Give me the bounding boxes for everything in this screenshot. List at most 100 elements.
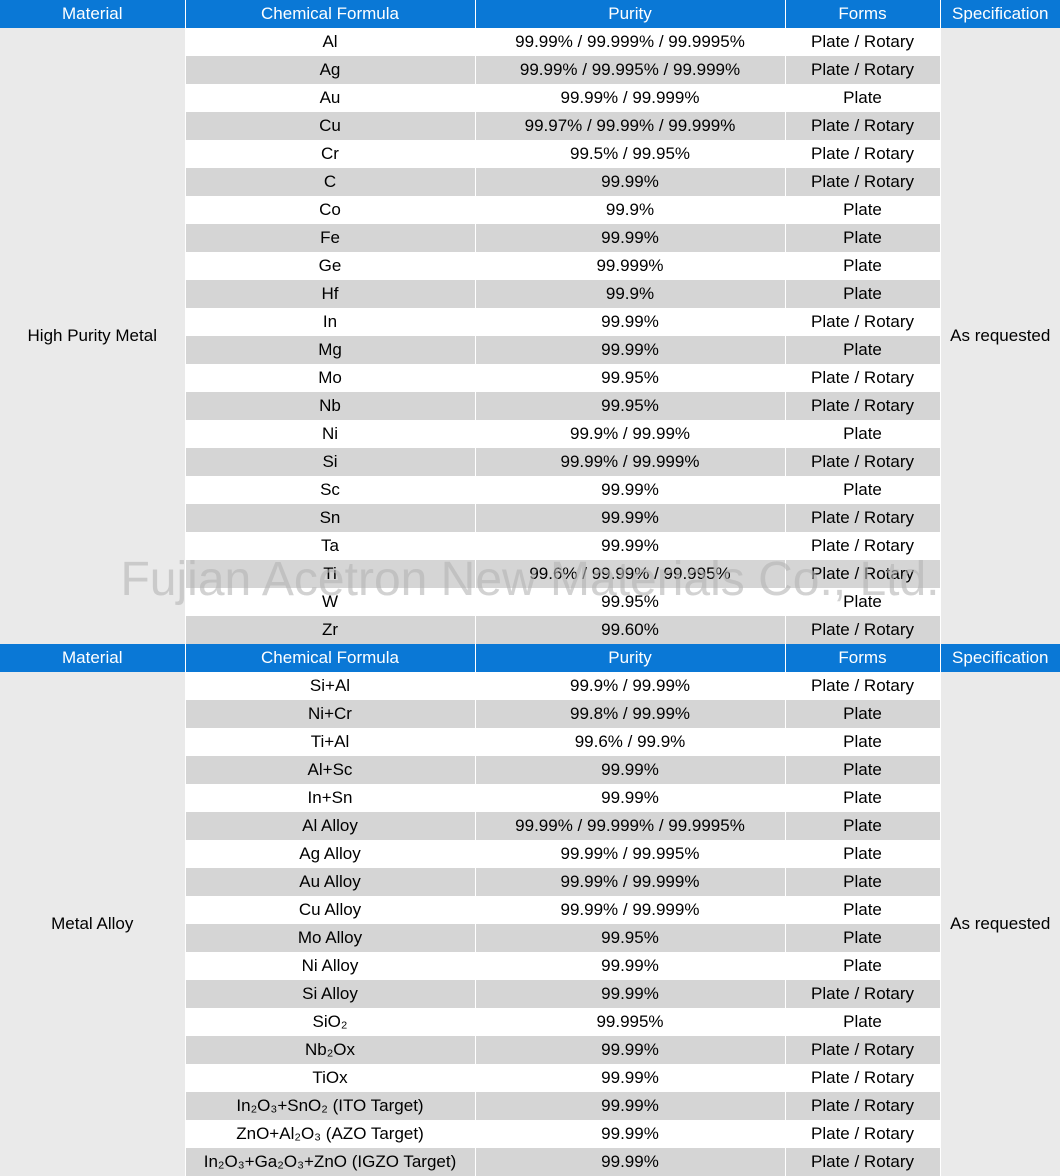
- purity-cell: 99.99%: [475, 224, 785, 252]
- formula-cell: Mo Alloy: [185, 924, 475, 952]
- forms-cell: Plate: [785, 280, 940, 308]
- formula-cell: Si: [185, 448, 475, 476]
- purity-cell: 99.9%: [475, 196, 785, 224]
- forms-cell: Plate / Rotary: [785, 392, 940, 420]
- purity-cell: 99.99%: [475, 980, 785, 1008]
- purity-cell: 99.95%: [475, 364, 785, 392]
- purity-cell: 99.99% / 99.995% / 99.999%: [475, 56, 785, 84]
- forms-cell: Plate: [785, 476, 940, 504]
- formula-cell: Hf: [185, 280, 475, 308]
- formula-cell: Al Alloy: [185, 812, 475, 840]
- formula-cell: Ti: [185, 560, 475, 588]
- purity-cell: 99.97% / 99.99% / 99.999%: [475, 112, 785, 140]
- formula-cell: Nb₂Ox: [185, 1036, 475, 1064]
- column-header-forms: Forms: [785, 644, 940, 672]
- forms-cell: Plate / Rotary: [785, 532, 940, 560]
- formula-cell: Zr: [185, 616, 475, 644]
- column-header-purity: Purity: [475, 0, 785, 28]
- forms-cell: Plate / Rotary: [785, 1092, 940, 1120]
- formula-cell: Co: [185, 196, 475, 224]
- purity-cell: 99.8% / 99.99%: [475, 700, 785, 728]
- forms-cell: Plate / Rotary: [785, 616, 940, 644]
- formula-cell: Cr: [185, 140, 475, 168]
- table-row: High Purity MetalAl99.99% / 99.999% / 99…: [0, 28, 1060, 56]
- forms-cell: Plate / Rotary: [785, 672, 940, 700]
- forms-cell: Plate / Rotary: [785, 56, 940, 84]
- formula-cell: In+Sn: [185, 784, 475, 812]
- formula-cell: Ag: [185, 56, 475, 84]
- column-header-material: Material: [0, 0, 185, 28]
- forms-cell: Plate / Rotary: [785, 1148, 940, 1176]
- purity-cell: 99.99%: [475, 1120, 785, 1148]
- formula-cell: In₂O₃+SnO₂ (ITO Target): [185, 1092, 475, 1120]
- spec-group-cell: As requested: [940, 28, 1060, 644]
- formula-cell: In: [185, 308, 475, 336]
- purity-cell: 99.995%: [475, 1008, 785, 1036]
- forms-cell: Plate: [785, 224, 940, 252]
- purity-cell: 99.5% / 99.95%: [475, 140, 785, 168]
- purity-cell: 99.9% / 99.99%: [475, 672, 785, 700]
- forms-cell: Plate: [785, 812, 940, 840]
- purity-cell: 99.99%: [475, 756, 785, 784]
- forms-cell: Plate / Rotary: [785, 1120, 940, 1148]
- forms-cell: Plate: [785, 840, 940, 868]
- purity-cell: 99.95%: [475, 392, 785, 420]
- formula-cell: Ta: [185, 532, 475, 560]
- forms-cell: Plate: [785, 924, 940, 952]
- purity-cell: 99.99%: [475, 784, 785, 812]
- purity-cell: 99.9%: [475, 280, 785, 308]
- formula-cell: Ti+Al: [185, 728, 475, 756]
- table-row: Metal AlloySi+Al99.9% / 99.99%Plate / Ro…: [0, 672, 1060, 700]
- column-header-spec: Specification: [940, 0, 1060, 28]
- material-group-cell: High Purity Metal: [0, 28, 185, 644]
- formula-cell: Si+Al: [185, 672, 475, 700]
- forms-cell: Plate / Rotary: [785, 28, 940, 56]
- table-header-row: MaterialChemical FormulaPurityFormsSpeci…: [0, 644, 1060, 672]
- purity-cell: 99.95%: [475, 588, 785, 616]
- forms-cell: Plate: [785, 588, 940, 616]
- formula-cell: In₂O₃+Ga₂O₃+ZnO (IGZO Target): [185, 1148, 475, 1176]
- formula-cell: Al+Sc: [185, 756, 475, 784]
- column-header-material: Material: [0, 644, 185, 672]
- forms-cell: Plate: [785, 756, 940, 784]
- purity-cell: 99.99%: [475, 1092, 785, 1120]
- formula-cell: Nb: [185, 392, 475, 420]
- materials-table-container: MaterialChemical FormulaPurityFormsSpeci…: [0, 0, 1060, 1176]
- purity-cell: 99.99% / 99.999%: [475, 448, 785, 476]
- material-group-cell: Metal Alloy: [0, 672, 185, 1176]
- forms-cell: Plate: [785, 420, 940, 448]
- forms-cell: Plate: [785, 700, 940, 728]
- materials-table: MaterialChemical FormulaPurityFormsSpeci…: [0, 0, 1060, 644]
- formula-cell: Si Alloy: [185, 980, 475, 1008]
- formula-cell: SiO₂: [185, 1008, 475, 1036]
- forms-cell: Plate / Rotary: [785, 980, 940, 1008]
- purity-cell: 99.99% / 99.999%: [475, 84, 785, 112]
- table-header-row: MaterialChemical FormulaPurityFormsSpeci…: [0, 0, 1060, 28]
- formula-cell: Mo: [185, 364, 475, 392]
- purity-cell: 99.99%: [475, 1148, 785, 1176]
- purity-cell: 99.60%: [475, 616, 785, 644]
- purity-cell: 99.99% / 99.999%: [475, 896, 785, 924]
- purity-cell: 99.95%: [475, 924, 785, 952]
- forms-cell: Plate: [785, 1008, 940, 1036]
- formula-cell: Ag Alloy: [185, 840, 475, 868]
- purity-cell: 99.99% / 99.995%: [475, 840, 785, 868]
- purity-cell: 99.99%: [475, 168, 785, 196]
- purity-cell: 99.99%: [475, 336, 785, 364]
- purity-cell: 99.99%: [475, 476, 785, 504]
- formula-cell: Ni: [185, 420, 475, 448]
- formula-cell: Mg: [185, 336, 475, 364]
- forms-cell: Plate: [785, 252, 940, 280]
- purity-cell: 99.99% / 99.999%: [475, 868, 785, 896]
- column-header-spec: Specification: [940, 644, 1060, 672]
- formula-cell: W: [185, 588, 475, 616]
- forms-cell: Plate: [785, 896, 940, 924]
- spec-group-cell: As requested: [940, 672, 1060, 1176]
- forms-cell: Plate / Rotary: [785, 504, 940, 532]
- purity-cell: 99.6% / 99.99% / 99.995%: [475, 560, 785, 588]
- formula-cell: Ni Alloy: [185, 952, 475, 980]
- formula-cell: ZnO+Al₂O₃ (AZO Target): [185, 1120, 475, 1148]
- formula-cell: Sc: [185, 476, 475, 504]
- forms-cell: Plate: [785, 728, 940, 756]
- column-header-formula: Chemical Formula: [185, 644, 475, 672]
